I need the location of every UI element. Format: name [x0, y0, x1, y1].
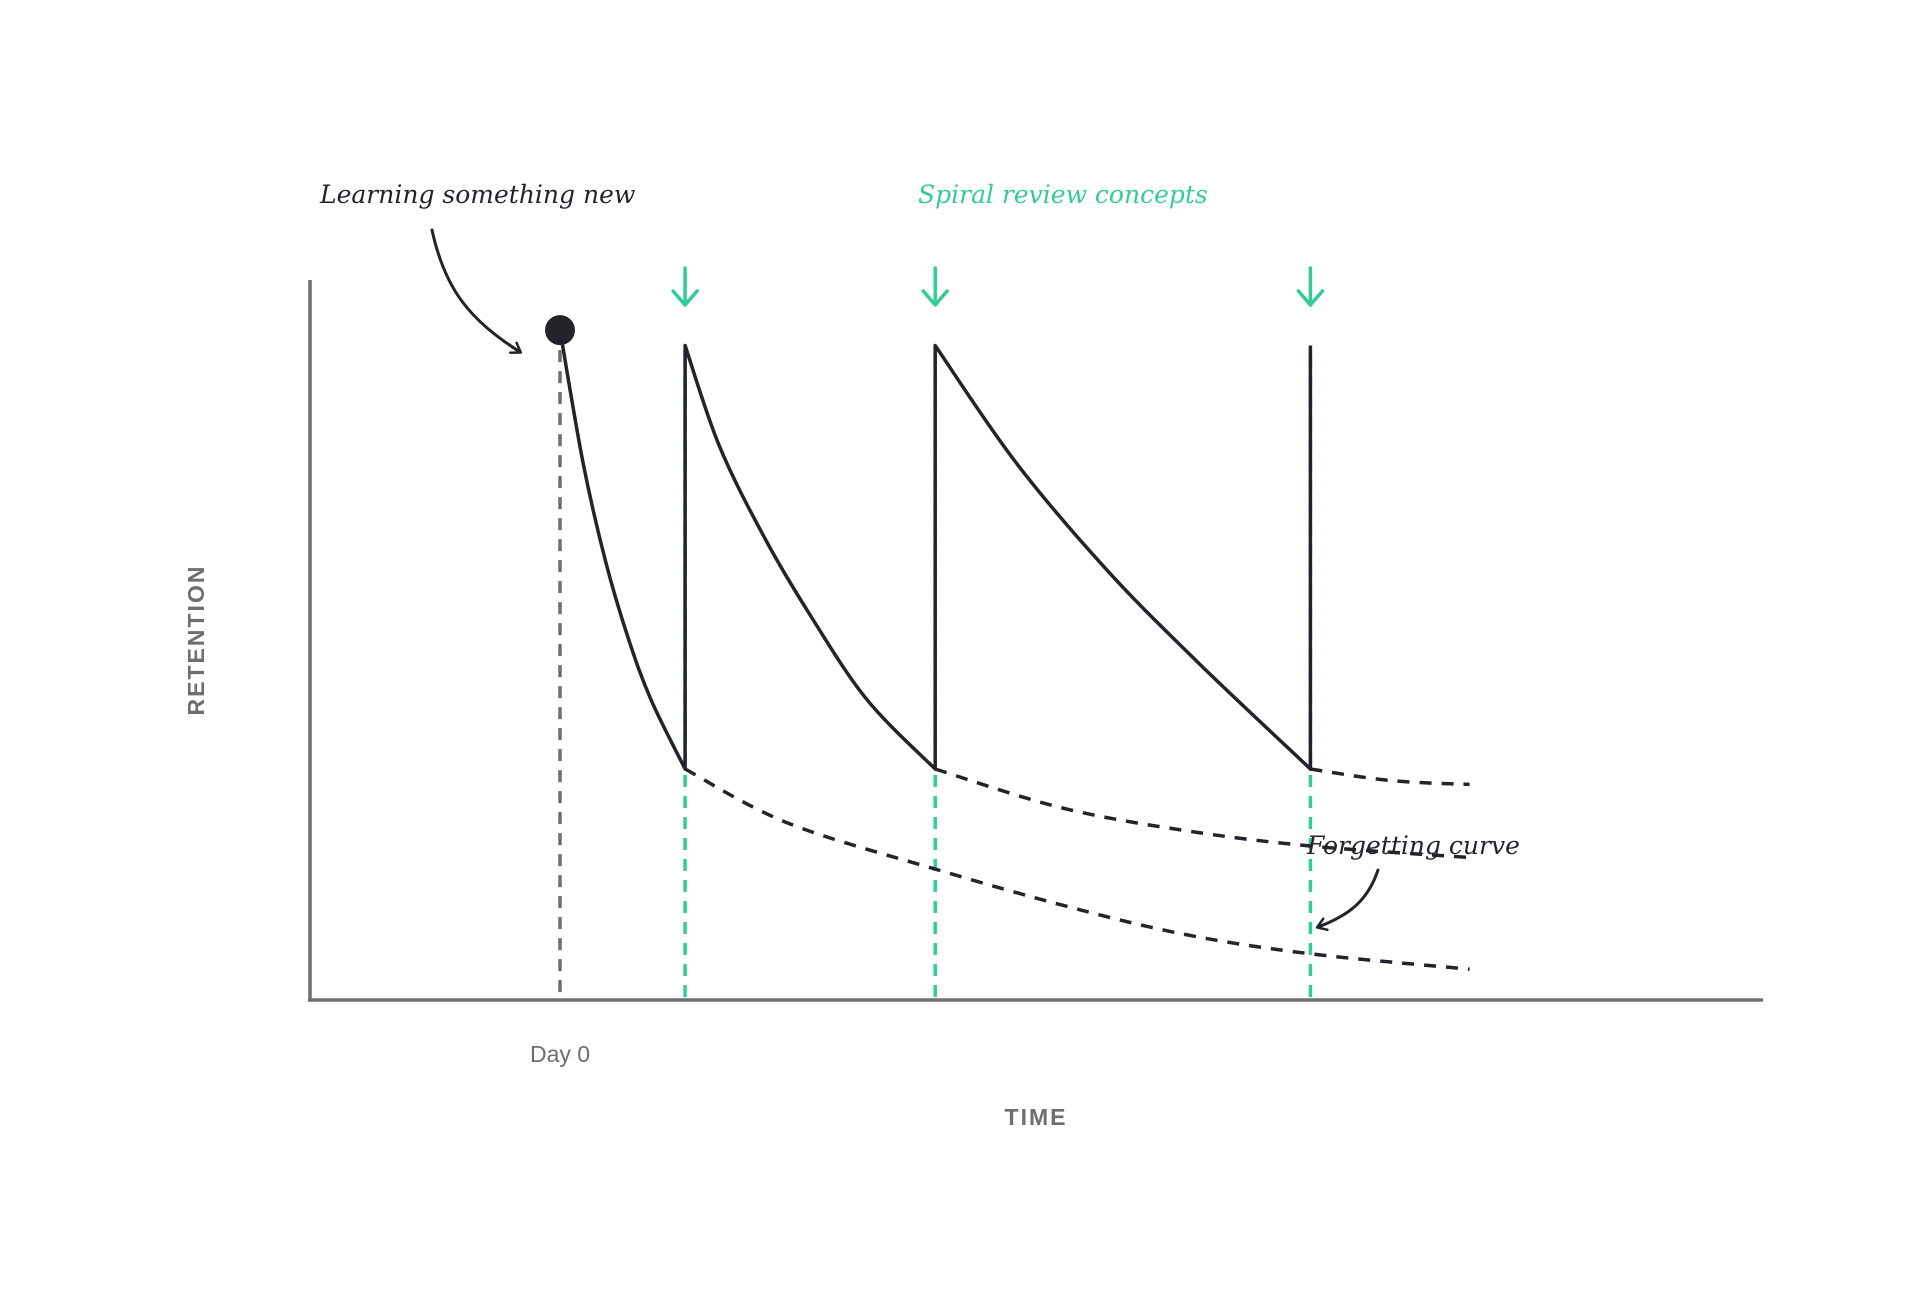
review-markers: [671, 266, 1325, 1000]
review-arrow-icon-1: [671, 266, 699, 307]
start-annotation: Learning something new: [319, 180, 635, 209]
review-arrow-icon-2: [921, 266, 949, 307]
forgetting-annotation-arrow: [1318, 868, 1380, 927]
x-axis-title: TIME: [1005, 1104, 1068, 1130]
x-tick-label-day-0: Day 0: [530, 1041, 590, 1067]
review-arrow-icon-3: [1296, 266, 1325, 307]
start-point-dot: [545, 315, 575, 346]
review-annotation: Spiral review concepts: [918, 180, 1208, 209]
series-group: [558, 329, 1470, 971]
y-axis-title: RETENTION: [183, 565, 209, 716]
forgetting-annotation: Forgetting curve: [1306, 831, 1520, 860]
forgetting-curve-2: [934, 767, 1470, 860]
retention-curve: [558, 329, 1313, 771]
forgetting-curve-1: [684, 767, 1470, 971]
start-annotation-arrow: [430, 228, 520, 352]
forgetting-curve-3: [1310, 767, 1470, 787]
